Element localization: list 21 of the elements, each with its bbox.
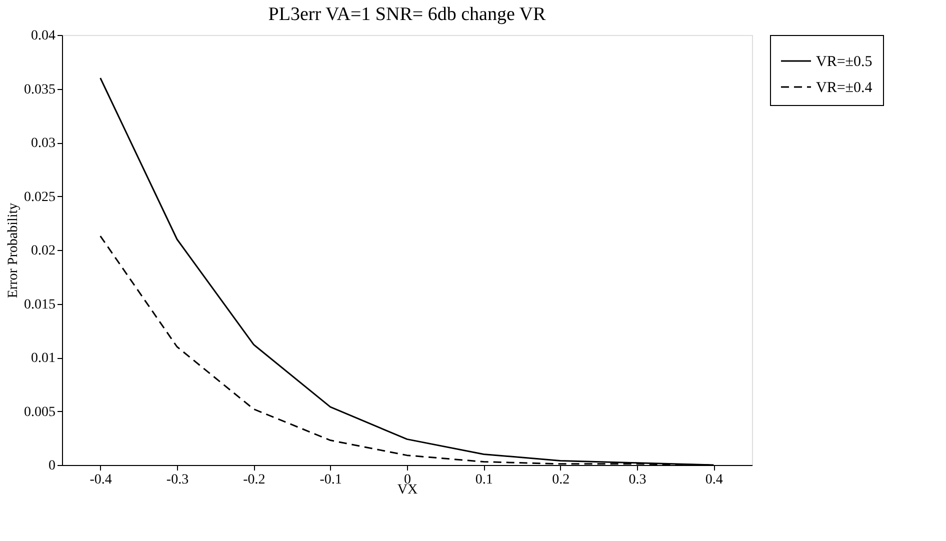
- y-axis-title: Error Probability: [6, 202, 21, 298]
- chart-title: PL3err VA=1 SNR= 6db change VR: [268, 4, 546, 25]
- y-tick-label: 0.04: [31, 28, 56, 44]
- x-tick-label: -0.3: [166, 472, 189, 488]
- y-tick-label: 0.02: [31, 244, 56, 258]
- x-tick-label: 0.1: [475, 472, 493, 488]
- y-tick-label: 0.035: [24, 82, 56, 98]
- y-tick-label: 0.005: [24, 404, 56, 420]
- x-tick-label: -0.4: [90, 472, 112, 488]
- x-tick-label: 0.2: [552, 472, 570, 488]
- y-tick-label: 0.015: [24, 297, 56, 312]
- x-tick-label: -0.1: [320, 472, 342, 488]
- y-tick-label: 0.025: [24, 190, 56, 205]
- x-tick-label: 0.4: [705, 472, 723, 488]
- y-tick-label: 0.03: [31, 136, 56, 151]
- y-tick-label: 0: [48, 458, 56, 474]
- legend-label: VR=±0.4: [816, 80, 873, 96]
- x-tick-label: 0.3: [628, 472, 646, 488]
- x-tick-label: -0.2: [243, 472, 266, 488]
- y-tick-label: 0.01: [31, 351, 56, 366]
- legend-label: VR=±0.5: [816, 54, 872, 70]
